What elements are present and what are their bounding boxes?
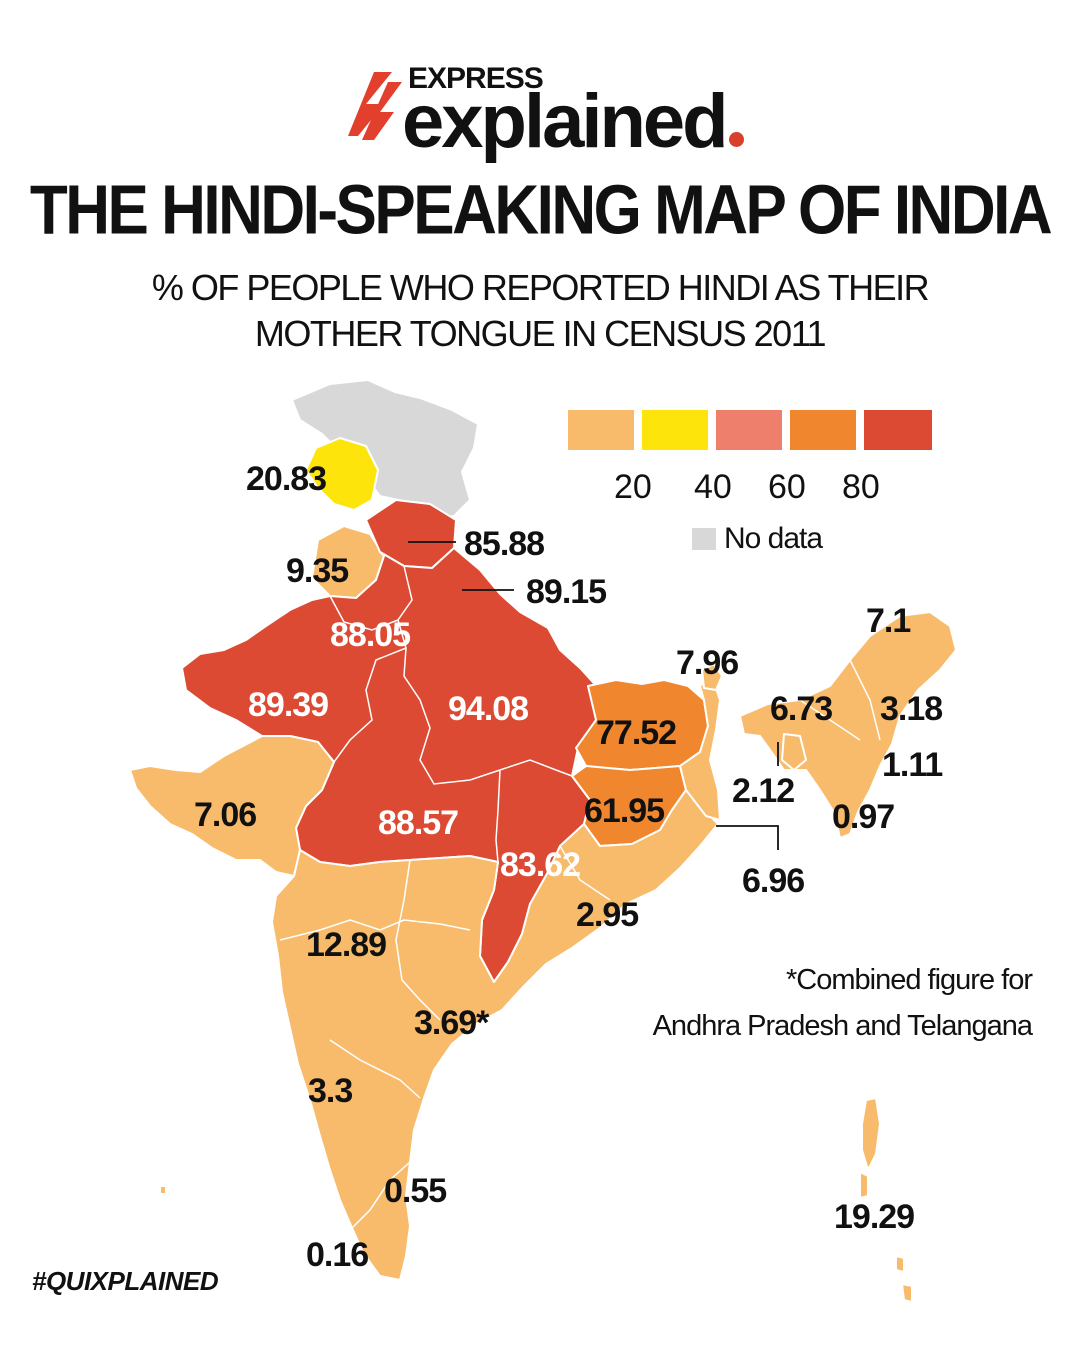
value-kerala: 0.16 [306,1236,368,1274]
legend-swatch-0-20 [568,410,634,450]
legend-swatch-60-80 [790,410,856,450]
logo-stripes-icon [348,72,402,140]
legend-swatch-40-60 [716,410,782,450]
hashtag: #QUIXPLAINED [32,1266,219,1296]
value-mizoram: 0.97 [832,798,894,836]
value-bihar: 77.52 [596,714,676,752]
value-karnataka: 3.3 [308,1072,352,1110]
brand-logo [340,64,760,164]
legend-label-60: 60 [768,468,806,506]
legend-label-80: 80 [842,468,880,506]
region-peninsula [271,789,719,1281]
value-jharkhand: 61.95 [584,792,664,830]
value-gujarat: 7.06 [194,796,256,834]
value-uttarakhand-a: 85.88 [464,525,544,563]
value-andhra-telangana: 3.69* [414,1004,490,1042]
page-title: THE HINDI-SPEAKING MAP OF INDIA [29,171,1053,250]
value-chhattisgarh: 83.62 [500,846,580,884]
value-arunachal: 7.1 [866,602,910,640]
no-data-swatch [692,528,716,550]
region-andaman-north [861,1097,881,1171]
value-haryana: 88.05 [330,616,410,654]
legend-label-40: 40 [694,468,732,506]
brand-top-text: EXPRESS [408,62,544,95]
region-andaman-south [859,1171,869,1199]
value-sikkim: 7.96 [676,644,738,682]
subtitle-line-1: % OF PEOPLE WHO REPORTED HINDI AS THEIR [151,267,930,308]
brand-dot-icon [728,132,744,147]
region-tripura [781,733,807,771]
legend-label-20: 20 [614,468,652,506]
value-nagaland: 3.18 [880,690,942,728]
value-maharashtra: 12.89 [306,926,386,964]
subtitle-line-2: MOTHER TONGUE IN CENSUS 2011 [254,313,827,354]
value-west-bengal: 6.96 [742,862,804,900]
region-gujarat [129,735,335,877]
value-meghalaya: 6.73 [770,690,832,728]
value-uttar-pradesh: 94.08 [448,690,528,728]
leader-lines [408,541,779,850]
region-lakshadweep [159,1185,167,1195]
brand-main-word: explained [402,79,729,164]
legend [568,410,938,460]
region-north-east [739,611,957,839]
footnote-line-2: Andhra Pradesh and Telangana [652,1010,1033,1042]
legend-swatch-20-40 [642,410,708,450]
value-manipur: 1.11 [882,746,942,784]
region-west-bengal [679,675,721,821]
footnote-line-1: *Combined figure for [786,964,1033,996]
region-sikkim [701,663,723,691]
value-andaman-nicobar: 19.29 [834,1198,914,1236]
no-data-label: No data [724,522,823,555]
value-tripura: 2.12 [732,772,794,810]
value-rajasthan: 89.39 [248,686,328,724]
value-odisha: 2.95 [576,896,638,934]
region-nicobar-1 [895,1255,905,1273]
value-himachal-punjab: 9.35 [286,552,348,590]
value-jammu-kashmir: 20.83 [246,460,326,498]
legend-swatch-80-100 [864,410,932,450]
brand-main-text: explained [402,84,744,160]
region-nicobar-2 [901,1283,913,1303]
value-uttarakhand-b: 89.15 [526,573,606,611]
value-tamil-nadu: 0.55 [384,1172,446,1210]
state-boundaries [279,565,881,1229]
value-madhya-pradesh: 88.57 [378,804,458,842]
leader-line-6-96 [716,825,779,850]
region-jammu-kashmir [305,437,379,511]
